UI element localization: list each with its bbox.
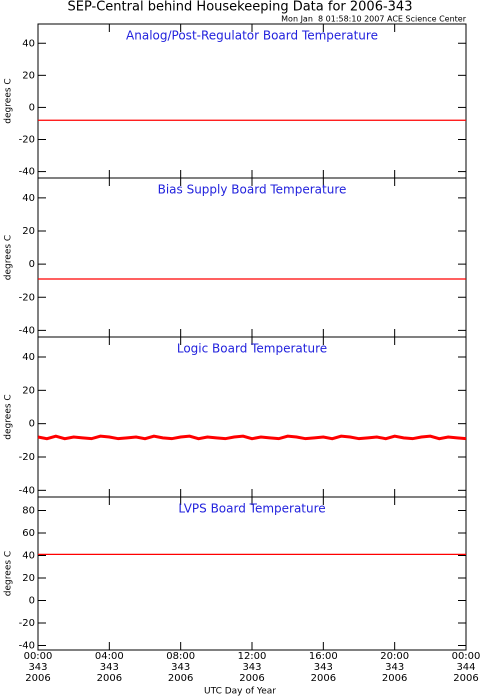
y-tick-label: 20: [22, 385, 35, 396]
y-tick-label: 20: [22, 573, 35, 584]
y-tick-label: -20: [19, 618, 35, 629]
panel-title: Bias Supply Board Temperature: [158, 183, 347, 197]
x-tick-label: 20:00 343 2006: [380, 651, 410, 684]
panel-title: Logic Board Temperature: [177, 342, 327, 356]
panel-title: Analog/Post-Regulator Board Temperature: [126, 29, 378, 43]
plot-frame: [37, 23, 467, 179]
x-tick-label: 08:00 343 2006: [166, 651, 196, 684]
y-tick-label: 60: [22, 528, 35, 539]
y-tick-label: 0: [29, 596, 35, 607]
chart-title: SEP-Central behind Housekeeping Data for…: [68, 0, 413, 15]
plot-frame: [37, 336, 467, 498]
x-tick-label: 00:00 344 2006: [451, 651, 481, 684]
y-tick-label: 40: [22, 551, 35, 562]
plot-frame: [37, 177, 467, 338]
data-line: [37, 434, 467, 441]
y-axis-label: degrees C: [4, 78, 14, 123]
y-tick-label: -40: [19, 641, 35, 652]
y-tick-label: 0: [29, 102, 35, 113]
timestamp: Mon Jan 8 01:58:10 2007 ACE Science Cent…: [281, 15, 467, 24]
y-axis-label: degrees C: [4, 551, 14, 596]
y-tick-label: 40: [22, 352, 35, 363]
y-axis-label: degrees C: [4, 235, 14, 280]
y-axis-label: degrees C: [4, 394, 14, 439]
x-tick-label: 04:00 343 2006: [94, 651, 124, 684]
y-tick-label: -20: [19, 452, 35, 463]
x-tick-label: 12:00 343 2006: [237, 651, 267, 684]
y-tick-label: -40: [19, 485, 35, 496]
y-tick-label: 20: [22, 70, 35, 81]
y-tick-label: 80: [22, 506, 35, 517]
y-tick-label: 0: [29, 259, 35, 270]
y-tick-label: 40: [22, 38, 35, 49]
x-tick-label: 00:00 343 2006: [23, 651, 53, 684]
y-tick-label: -20: [19, 292, 35, 303]
y-tick-label: 20: [22, 226, 35, 237]
x-tick-label: 16:00 343 2006: [308, 651, 338, 684]
y-tick-label: 40: [22, 193, 35, 204]
y-tick-label: -40: [19, 325, 35, 336]
y-tick-label: 0: [29, 419, 35, 430]
panel-title: LVPS Board Temperature: [178, 502, 325, 516]
plot-frame: [37, 496, 467, 651]
y-tick-label: -20: [19, 135, 35, 146]
x-axis-label: UTC Day of Year: [204, 687, 276, 697]
y-tick-label: -40: [19, 167, 35, 178]
